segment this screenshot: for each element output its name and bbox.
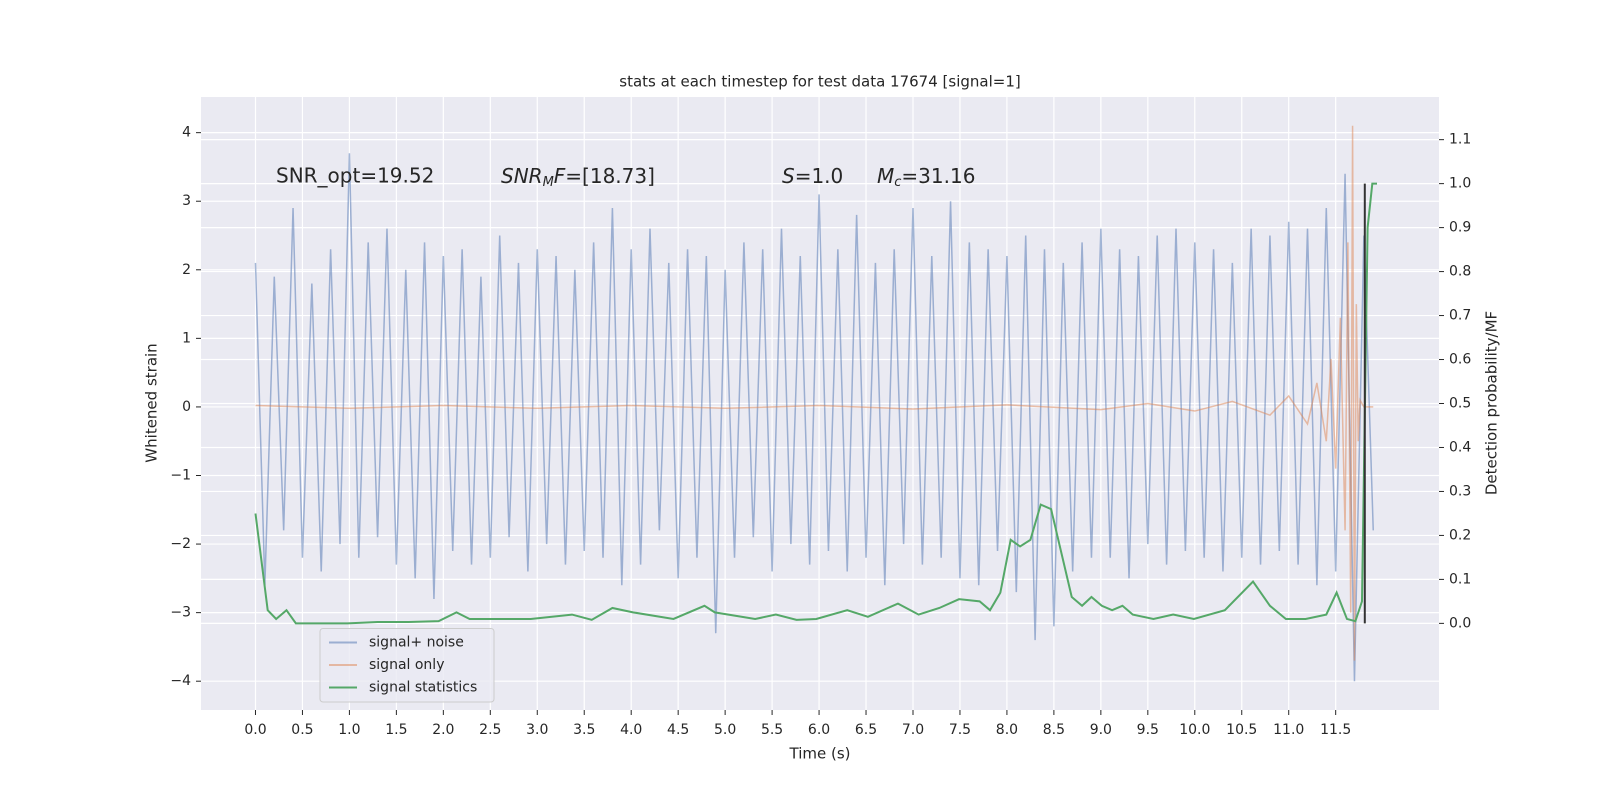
y-tick-label: 2 xyxy=(182,262,191,278)
annotation-sub: c xyxy=(894,175,901,190)
y-tick-label: −2 xyxy=(170,536,191,552)
x-tick-label: 1.5 xyxy=(385,722,407,738)
annotation: S=1.0 xyxy=(782,164,843,188)
x-tick-label: 5.5 xyxy=(761,722,783,738)
annotation-part: S xyxy=(782,164,795,188)
x-tick-label: 10.0 xyxy=(1179,722,1210,738)
x-tick-label: 8.5 xyxy=(1043,722,1065,738)
x-tick-label: 4.5 xyxy=(667,722,689,738)
x-tick-label: 11.5 xyxy=(1320,722,1351,738)
x-tick-label: 3.5 xyxy=(573,722,595,738)
legend-label: signal+ noise xyxy=(369,635,464,651)
x-tick-label: 7.0 xyxy=(902,722,924,738)
y-tick-label: 0 xyxy=(182,399,191,415)
series-line xyxy=(254,153,1374,682)
y2-tick-label: 0.1 xyxy=(1449,571,1471,587)
x-tick-label: 1.0 xyxy=(338,722,360,738)
y2-tick-label: 0.7 xyxy=(1449,308,1471,324)
y2-tick-label: 0.2 xyxy=(1449,527,1471,543)
x-tick-label: 0.5 xyxy=(291,722,313,738)
y2-tick-label: 1.1 xyxy=(1449,132,1471,148)
y-axis-label: Whitened strain xyxy=(143,343,161,462)
y2-tick-label: 0.0 xyxy=(1449,615,1471,631)
annotation-part: =[18.73] xyxy=(565,164,655,188)
y2-tick-label: 1.0 xyxy=(1449,176,1471,192)
marks xyxy=(254,125,1378,682)
y2-tick-label: 0.4 xyxy=(1449,439,1471,455)
y-tick-label: −4 xyxy=(170,673,191,689)
annotation-part: =1.0 xyxy=(795,164,844,188)
x-tick-label: 11.0 xyxy=(1273,722,1304,738)
annotation-part: F xyxy=(554,164,566,188)
y-tick-label: 4 xyxy=(182,125,191,141)
y2-tick-label: 0.3 xyxy=(1449,483,1471,499)
annotation: Mc=31.16 xyxy=(877,164,975,190)
annotation-part: M xyxy=(877,164,894,188)
x-tick-label: 3.0 xyxy=(526,722,548,738)
legend-box xyxy=(319,628,495,703)
y-tick-label: 1 xyxy=(182,330,191,346)
x-tick-label: 8.0 xyxy=(996,722,1018,738)
series-line xyxy=(254,182,1378,625)
y2-tick-label: 0.8 xyxy=(1449,264,1471,280)
x-tick-label: 7.5 xyxy=(949,722,971,738)
y-tick-label: −1 xyxy=(170,467,191,483)
legend-label: signal only xyxy=(369,657,444,673)
annotation-sub: M xyxy=(543,175,554,190)
y2-axis-label: Detection probability/MF xyxy=(1483,311,1501,495)
legend: signal+ noise signal only signal statistic… xyxy=(319,628,495,703)
y-tick-label: 3 xyxy=(182,193,191,209)
chart-title: stats at each timestep for test data 176… xyxy=(619,73,1020,91)
y2-tick-label: 0.9 xyxy=(1449,220,1471,236)
y2-tick-label: 0.6 xyxy=(1449,352,1471,368)
annotation-part: SNR xyxy=(501,164,543,188)
x-tick-label: 5.0 xyxy=(714,722,736,738)
x-tick-label: 9.5 xyxy=(1137,722,1159,738)
annotation: SNR_opt=19.52 xyxy=(276,164,434,188)
x-tick-label: 2.5 xyxy=(479,722,501,738)
annotation: SNRMF=[18.73] xyxy=(501,164,655,190)
x-tick-label: 10.5 xyxy=(1226,722,1257,738)
y2-tick-label: 0.5 xyxy=(1449,396,1471,412)
x-tick-label: 6.0 xyxy=(808,722,830,738)
x-tick-label: 0.0 xyxy=(244,722,266,738)
legend-label: signal statistics xyxy=(369,680,477,696)
x-tick-label: 6.5 xyxy=(855,722,877,738)
x-axis-label: Time (s) xyxy=(789,745,851,763)
y-tick-label: −3 xyxy=(170,605,191,621)
x-tick-label: 9.0 xyxy=(1090,722,1112,738)
x-tick-label: 2.0 xyxy=(432,722,454,738)
series-line xyxy=(255,125,1374,661)
x-tick-label: 4.0 xyxy=(620,722,642,738)
annotation-part: =31.16 xyxy=(901,164,975,188)
